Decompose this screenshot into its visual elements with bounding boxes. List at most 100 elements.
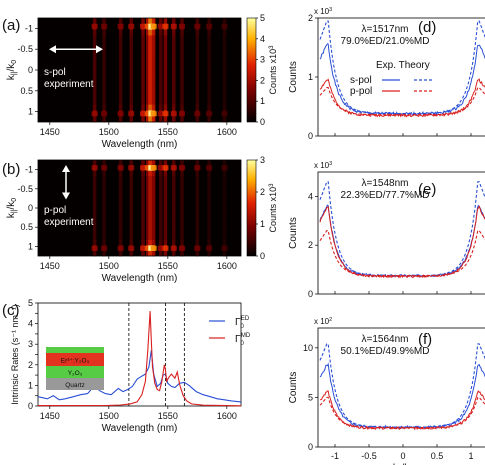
y-tick-label: 2 (28, 360, 33, 370)
heatmap-cell (129, 170, 133, 177)
heatmap-cell (158, 218, 163, 225)
heatmap-cell (148, 52, 155, 59)
heatmap-cell (195, 46, 200, 53)
heatmap-cell (118, 52, 123, 59)
heatmap-cell (92, 218, 97, 225)
heatmap-cell (118, 70, 123, 77)
heatmap-cell (180, 75, 184, 82)
heatmap-cell (195, 234, 200, 241)
heatmap-cell (129, 229, 133, 235)
heatmap-cell (171, 104, 176, 111)
heatmap-cell (148, 160, 155, 166)
heatmap-cell (141, 218, 145, 225)
heatmap-cell (92, 64, 97, 71)
heatmap-cell (180, 87, 184, 94)
y-axis-title: Counts (288, 372, 299, 404)
heatmap-cell (118, 176, 123, 182)
heatmap-cell (141, 35, 145, 42)
y-tick-label: 4 (308, 191, 313, 201)
y-tick-label: 1 (308, 72, 313, 82)
heatmap-cell (180, 197, 184, 203)
heatmap-cell (141, 202, 145, 209)
heatmap-cell (118, 181, 123, 187)
heatmap-cell (195, 181, 200, 187)
heatmap-cell (171, 192, 176, 198)
heatmap-cell (102, 186, 106, 193)
heatmap-cell (195, 224, 200, 230)
series-line-0 (319, 43, 485, 117)
heatmap-cell (195, 250, 200, 257)
heatmap-cell (141, 240, 145, 246)
heatmap-cell (222, 75, 227, 82)
heatmap-cell (102, 181, 106, 187)
heatmap-cell (163, 98, 168, 105)
heatmap-cell (102, 240, 106, 246)
heatmap-cell (180, 93, 184, 100)
x-tick-label: -1 (331, 451, 339, 461)
heatmap-cell (151, 250, 156, 257)
heatmap-cell (118, 170, 123, 177)
heatmap-cell (129, 52, 133, 59)
heatmap-cell (141, 52, 145, 59)
heatmap-cell (207, 87, 211, 94)
exponent-label: x 103 (314, 7, 332, 16)
heatmap-cell (195, 218, 200, 225)
heatmap-cell (102, 197, 106, 203)
heatmap-cell (180, 160, 184, 166)
heatmap-cell (171, 170, 176, 177)
series-line-1 (319, 20, 485, 115)
heatmap-cell (163, 46, 168, 53)
heatmap-cell (141, 213, 145, 219)
heatmap-cell (180, 18, 184, 25)
heatmap-cell (222, 229, 227, 235)
heatmap-cell (158, 64, 163, 71)
heatmap-cell (118, 250, 123, 257)
layer-y2o3-label: Y₂O₃ (68, 370, 83, 377)
y-axis-title: k||/k0 (6, 60, 18, 80)
heatmap-cell (129, 192, 133, 198)
heatmap-cell (151, 224, 156, 230)
heatmap-cell (163, 41, 168, 48)
heatmap-cell (129, 93, 133, 100)
y-tick-label: -0.5 (17, 184, 33, 194)
heatmap-cell (158, 58, 163, 65)
heatmap-cell (151, 208, 156, 214)
heatmap-cell (141, 197, 145, 203)
heatmap-cell (141, 87, 145, 94)
heatmap-cell (92, 224, 97, 230)
colorbar-tick-label: 0 (260, 117, 265, 127)
heatmap-cell (158, 202, 163, 209)
heatmap-cell (171, 58, 176, 65)
heatmap-cell (163, 229, 168, 235)
heatmap-cell (163, 213, 168, 219)
heatmap-cell (171, 186, 176, 193)
heatmap-cell (158, 18, 163, 25)
heatmap-cell (158, 224, 163, 230)
heatmap-cell (171, 218, 176, 225)
heatmap-cell (146, 234, 150, 241)
heatmap-cell (92, 104, 97, 111)
heatmap-cell (195, 170, 200, 177)
heatmap-cell (222, 181, 227, 187)
heatmap-cell (222, 160, 227, 166)
heatmap-cell (146, 202, 150, 209)
heatmap-edge-cell (221, 245, 228, 251)
heatmap-cell (118, 186, 123, 193)
heatmap-cell (158, 87, 163, 94)
heatmap-cell (207, 224, 211, 230)
x-tick-label: 1500 (99, 411, 119, 421)
legend-label: Γ0ED (235, 316, 250, 330)
heatmap-cell (92, 116, 97, 123)
heatmap-cell (222, 87, 227, 94)
heatmap-cell (129, 181, 133, 187)
heatmap-edge-cell (170, 111, 177, 117)
heatmap-cell (180, 234, 184, 241)
heatmap-cell (180, 186, 184, 193)
heatmap-cell (222, 213, 227, 219)
panel-title-line: λ=1564nm (362, 334, 409, 345)
heatmap-cell (118, 160, 123, 166)
heatmap-cell (92, 229, 97, 235)
x-tick-label: 0.5 (431, 451, 444, 461)
